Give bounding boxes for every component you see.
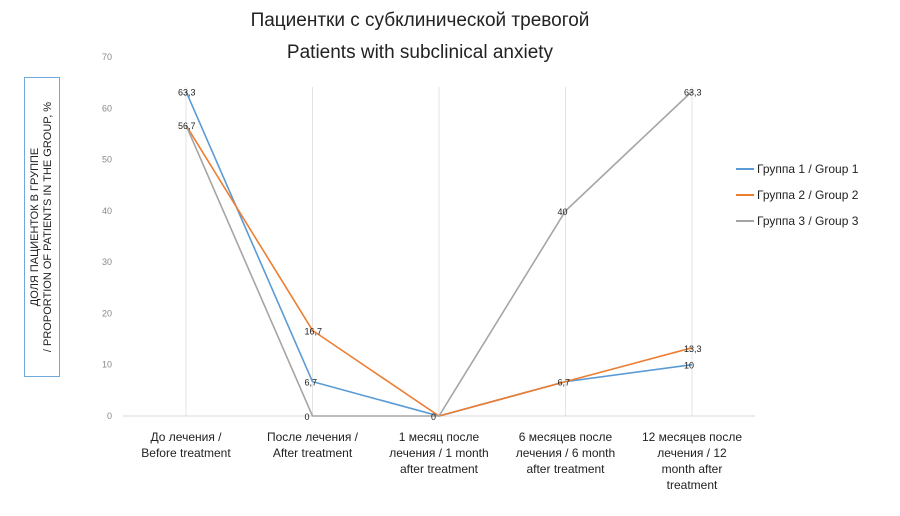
x-tick-label: 1 месяц после лечения / 1 month after trea… (389, 430, 488, 476)
legend-item: Группа 3 / Group 3 (757, 214, 859, 228)
data-label: 10 (684, 361, 694, 371)
y-axis-label-box (24, 77, 60, 377)
y-tick-label: 0 (107, 411, 112, 421)
data-label: 0 (431, 412, 436, 422)
x-tick-label: До лечения / Before treatment (141, 430, 231, 460)
data-label: 6,7 (305, 378, 318, 388)
data-label: 13,3 (684, 344, 702, 354)
data-label: 0 (305, 412, 310, 422)
y-tick-label: 70 (102, 52, 112, 62)
y-tick-label: 40 (102, 206, 112, 216)
x-tick-label: После лечения / After treatment (267, 430, 359, 460)
data-label: 40 (558, 207, 568, 217)
data-label: 63,3 (684, 87, 702, 97)
data-label: 63,3 (178, 87, 196, 97)
y-tick-label: 60 (102, 103, 112, 113)
x-tick-label: 6 месяцев после лечения / 6 month after tr… (516, 430, 615, 476)
data-label: 6,7 (558, 378, 571, 388)
legend-item: Группа 2 / Group 2 (757, 188, 859, 202)
data-label: 16,7 (305, 326, 323, 336)
legend-item: Группа 1 / Group 1 (757, 162, 859, 176)
series-line-group-3 (185, 90, 693, 417)
chart-title: Пациентки с субклинической тревогой (250, 10, 590, 31)
data-label: 56,7 (178, 121, 196, 131)
y-tick-label: 10 (102, 360, 112, 370)
y-tick-label: 50 (102, 155, 112, 165)
y-tick-label: 20 (102, 308, 112, 318)
y-tick-label: 30 (102, 257, 112, 267)
x-tick-label: 12 месяцев после лечения / 12 month after t… (642, 430, 742, 492)
chart-subtitle: Patients with subclinical anxiety (286, 42, 554, 63)
